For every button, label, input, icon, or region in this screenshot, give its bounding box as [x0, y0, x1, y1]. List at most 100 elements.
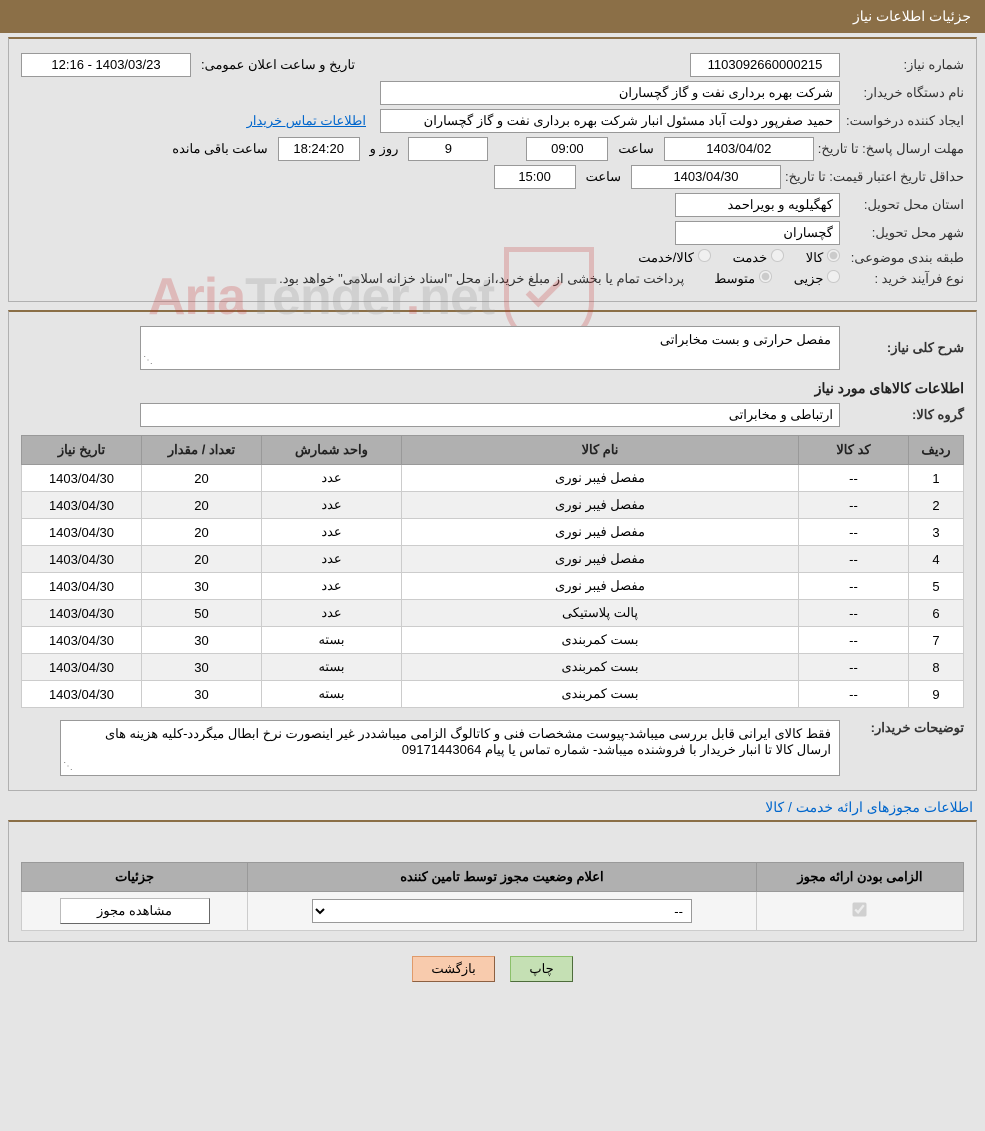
page-title-bar: جزئیات اطلاعات نیاز: [0, 0, 985, 33]
validity-date-field: 1403/04/30: [631, 165, 781, 189]
requester-field: حمید صفرپور دولت آباد مسئول انبار شرکت ب…: [380, 109, 840, 133]
table-row: 1--مفصل فیبر نوریعدد201403/04/30: [22, 465, 964, 492]
table-cell: 1: [909, 465, 964, 492]
col-unit: واحد شمارش: [262, 436, 402, 465]
radio-goods-service[interactable]: کالا/خدمت: [638, 249, 710, 266]
table-cell: 50: [142, 600, 262, 627]
table-cell: --: [799, 465, 909, 492]
table-cell: بست کمربندی: [402, 681, 799, 708]
city-field: گچساران: [675, 221, 840, 245]
buyer-org-label: نام دستگاه خریدار:: [844, 85, 964, 101]
table-cell: 5: [909, 573, 964, 600]
deadline-label: مهلت ارسال پاسخ: تا تاریخ:: [818, 141, 964, 157]
table-cell: بسته: [262, 627, 402, 654]
table-cell: بست کمربندی: [402, 627, 799, 654]
announce-date-label: تاریخ و ساعت اعلان عمومی:: [195, 57, 361, 73]
table-cell: 9: [909, 681, 964, 708]
table-cell: عدد: [262, 519, 402, 546]
radio-service[interactable]: خدمت: [733, 249, 784, 266]
table-row: 2--مفصل فیبر نوریعدد201403/04/30: [22, 492, 964, 519]
table-cell: 7: [909, 627, 964, 654]
need-no-field: 1103092660000215: [690, 53, 840, 77]
table-cell: مفصل فیبر نوری: [402, 519, 799, 546]
time-remaining-field: 18:24:20: [278, 137, 360, 161]
status-select[interactable]: --: [312, 899, 692, 923]
table-cell: پالت پلاستیکی: [402, 600, 799, 627]
radio-goods[interactable]: کالا: [806, 249, 840, 266]
col-row: ردیف: [909, 436, 964, 465]
table-cell: 3: [909, 519, 964, 546]
table-cell: عدد: [262, 465, 402, 492]
table-cell: 20: [142, 492, 262, 519]
table-cell: عدد: [262, 492, 402, 519]
table-cell: --: [799, 654, 909, 681]
action-buttons: بازگشت چاپ: [8, 956, 977, 982]
mandatory-checkbox: [853, 902, 867, 916]
need-panel: شرح کلی نیاز: مفصل حرارتی و بست مخابراتی…: [8, 310, 977, 791]
buyer-notes-area[interactable]: فقط کالای ایرانی قابل بررسی میباشد-پیوست…: [60, 720, 840, 776]
need-desc-area[interactable]: مفصل حرارتی و بست مخابراتی ⋰: [140, 326, 840, 370]
table-cell: مفصل فیبر نوری: [402, 465, 799, 492]
deadline-date-field: 1403/04/02: [664, 137, 814, 161]
print-button[interactable]: چاپ: [510, 956, 572, 982]
back-button[interactable]: بازگشت: [412, 956, 494, 982]
col-code: کد کالا: [799, 436, 909, 465]
table-cell: --: [799, 492, 909, 519]
table-cell: 1403/04/30: [22, 492, 142, 519]
table-cell: 1403/04/30: [22, 573, 142, 600]
permissions-table: الزامی بودن ارائه مجوز اعلام وضعیت مجوز …: [21, 862, 964, 931]
permissions-section-title: اطلاعات مجوزهای ارائه خدمت / کالا: [8, 799, 977, 816]
radio-medium[interactable]: متوسط: [714, 270, 771, 287]
group-field: ارتباطی و مخابراتی: [140, 403, 840, 427]
header-panel: شماره نیاز: 1103092660000215 تاریخ و ساع…: [8, 37, 977, 302]
table-row: 6--پالت پلاستیکیعدد501403/04/30: [22, 600, 964, 627]
perm-col-mandatory: الزامی بودن ارائه مجوز: [756, 863, 963, 892]
resize-handle-icon: ⋰: [63, 763, 73, 773]
table-cell: مفصل فیبر نوری: [402, 492, 799, 519]
table-row: 7--بست کمربندیبسته301403/04/30: [22, 627, 964, 654]
table-cell: مفصل فیبر نوری: [402, 573, 799, 600]
table-cell: 4: [909, 546, 964, 573]
table-cell: 1403/04/30: [22, 600, 142, 627]
table-cell: مفصل فیبر نوری: [402, 546, 799, 573]
table-row: 4--مفصل فیبر نوریعدد201403/04/30: [22, 546, 964, 573]
table-cell: عدد: [262, 600, 402, 627]
table-cell: 1403/04/30: [22, 681, 142, 708]
table-cell: بست کمربندی: [402, 654, 799, 681]
table-cell: 1403/04/30: [22, 546, 142, 573]
days-label: روز و: [364, 141, 405, 157]
table-cell: --: [799, 573, 909, 600]
table-cell: 30: [142, 627, 262, 654]
permissions-panel: الزامی بودن ارائه مجوز اعلام وضعیت مجوز …: [8, 820, 977, 942]
table-cell: 1403/04/30: [22, 627, 142, 654]
table-cell: 6: [909, 600, 964, 627]
table-cell: بسته: [262, 681, 402, 708]
city-label: شهر محل تحویل:: [844, 225, 964, 241]
table-cell: 30: [142, 654, 262, 681]
table-cell: 20: [142, 519, 262, 546]
resize-handle-icon: ⋰: [143, 357, 153, 367]
days-remaining-field: 9: [408, 137, 488, 161]
table-cell: 1403/04/30: [22, 654, 142, 681]
hour-label-2: ساعت: [580, 169, 627, 185]
perm-col-status: اعلام وضعیت مجوز توسط تامین کننده: [248, 863, 757, 892]
table-row: 8--بست کمربندیبسته301403/04/30: [22, 654, 964, 681]
announce-date-field: 1403/03/23 - 12:16: [21, 53, 191, 77]
table-cell: 1403/04/30: [22, 519, 142, 546]
purchase-type-label: نوع فرآیند خرید :: [844, 271, 964, 287]
table-cell: 30: [142, 681, 262, 708]
contact-link[interactable]: اطلاعات تماس خریدار: [247, 113, 366, 129]
validity-label: حداقل تاریخ اعتبار قیمت: تا تاریخ:: [785, 169, 964, 185]
radio-minor[interactable]: جزیی: [794, 270, 840, 287]
perm-col-details: جزئیات: [22, 863, 248, 892]
col-name: نام کالا: [402, 436, 799, 465]
table-cell: --: [799, 627, 909, 654]
province-label: استان محل تحویل:: [844, 197, 964, 213]
permission-row: -- مشاهده مجوز: [22, 892, 964, 931]
table-cell: عدد: [262, 573, 402, 600]
view-permission-button[interactable]: مشاهده مجوز: [60, 898, 210, 924]
deadline-hour-field: 09:00: [526, 137, 608, 161]
table-cell: --: [799, 546, 909, 573]
requester-label: ایجاد کننده درخواست:: [844, 113, 964, 129]
buyer-org-field: شرکت بهره برداری نفت و گاز گچساران: [380, 81, 840, 105]
